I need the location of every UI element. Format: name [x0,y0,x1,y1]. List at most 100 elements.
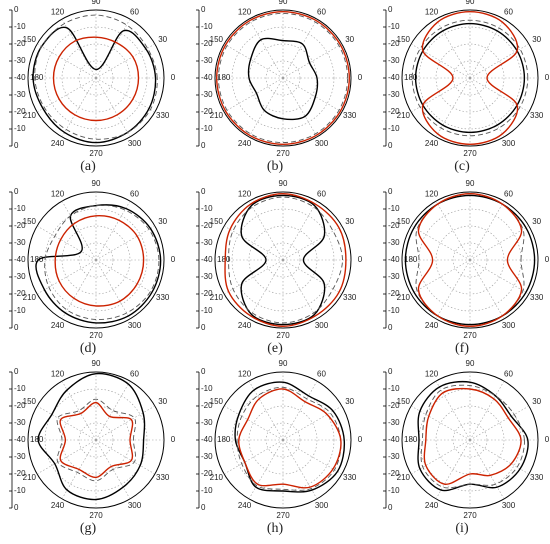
grid-spoke [95,200,131,261]
grid-ring [231,208,335,312]
angle-label: 180 [217,255,231,264]
grid-ring [44,26,148,130]
radial-tick-label: -30 [14,238,26,247]
grid-spoke [282,380,318,441]
pattern-line [238,388,342,489]
radial-tick-label: -40 [388,255,400,264]
angle-label: 0 [545,73,550,82]
radial-tick-label: -20 [388,39,400,48]
angle-label: 180 [217,435,231,444]
angle-label: 270 [89,511,103,520]
radial-tick-label: -40 [14,255,26,264]
angle-label: 30 [345,35,354,44]
pattern-line [35,204,162,324]
angle-label: 0 [171,435,176,444]
angle-label: 30 [158,397,167,406]
angle-label: 300 [502,321,516,330]
radial-tick-label: -20 [201,401,213,410]
angle-label: 180 [404,255,418,264]
grid-spoke [282,43,343,79]
caption: (i) [455,521,469,536]
angle-label: 150 [397,217,411,226]
angle-label: 0 [171,255,176,264]
grid-spoke [36,259,97,295]
grid-ring [78,60,114,96]
grid-spoke [36,77,97,113]
grid-spoke [61,259,97,320]
grid-spoke [282,225,343,261]
radial-tick-label: -30 [388,418,400,427]
grid-spoke [95,439,156,475]
grid-ring [452,242,488,278]
radial-tick-label: 0 [14,503,19,512]
grid-spoke [223,225,284,261]
grid-spoke [282,259,343,295]
grid-spoke [435,77,471,138]
radial-tick-label: -40 [201,73,213,82]
radial-tick-label: -30 [388,238,400,247]
radial-tick-label: -10 [201,124,213,133]
grid-spoke [282,77,318,138]
radial-tick-label: 0 [388,503,393,512]
angle-label: 210 [397,293,411,302]
radial-tick-label: -30 [388,272,400,281]
angle-label: 300 [128,139,142,148]
radial-tick-label: -30 [388,90,400,99]
radial-tick-label: -30 [14,90,26,99]
radial-tick-label: -20 [201,39,213,48]
grid-spoke [282,439,343,475]
angle-label: 120 [51,369,65,378]
radial-tick-label: -10 [14,22,26,31]
radial-tick-label: -40 [388,73,400,82]
grid-spoke [248,200,284,261]
pattern-line [217,12,349,144]
radial-tick-label: -20 [14,39,26,48]
pattern-line [34,14,158,140]
grid-spoke [95,380,131,441]
grid-spoke [36,43,97,79]
angle-label: 90 [92,0,101,6]
angle-label: 270 [463,149,477,158]
grid-spoke [61,200,97,261]
angle-label: 150 [397,397,411,406]
angle-label: 60 [317,369,326,378]
pattern-line [234,381,346,493]
angle-label: 90 [279,0,288,6]
radial-tick-label: -10 [388,204,400,213]
angle-label: 60 [317,189,326,198]
radial-tick-label: -30 [201,238,213,247]
grid-spoke [282,200,318,261]
grid-spoke [223,439,284,475]
radial-tick-label: -10 [14,384,26,393]
grid-spoke [282,259,318,320]
radial-tick-label: -10 [14,486,26,495]
angle-label: 30 [158,35,167,44]
angle-label: 270 [276,149,290,158]
grid-spoke [61,439,97,500]
grid-spoke [223,43,284,79]
angle-label: 300 [315,321,329,330]
pattern-line [236,386,342,491]
grid-ring [265,60,301,96]
angle-label: 330 [343,293,357,302]
angle-label: 120 [51,189,65,198]
radial-tick-label: -20 [201,221,213,230]
radial-tick-label: -20 [388,221,400,230]
grid-spoke [36,439,97,475]
angle-label: 330 [530,293,544,302]
radial-tick-label: -30 [14,418,26,427]
caption: (h) [267,521,284,536]
angle-label: 0 [545,435,550,444]
angle-label: 270 [463,511,477,520]
angle-label: 330 [530,111,544,120]
angle-label: 270 [89,331,103,340]
grid-spoke [95,225,156,261]
radial-tick-label: -40 [388,435,400,444]
pattern-line [414,22,526,134]
radial-tick-label: 0 [14,323,19,332]
grid-spoke [410,225,471,261]
radial-tick-label: 0 [201,323,206,332]
angle-label: 150 [23,35,37,44]
angle-label: 150 [23,397,37,406]
